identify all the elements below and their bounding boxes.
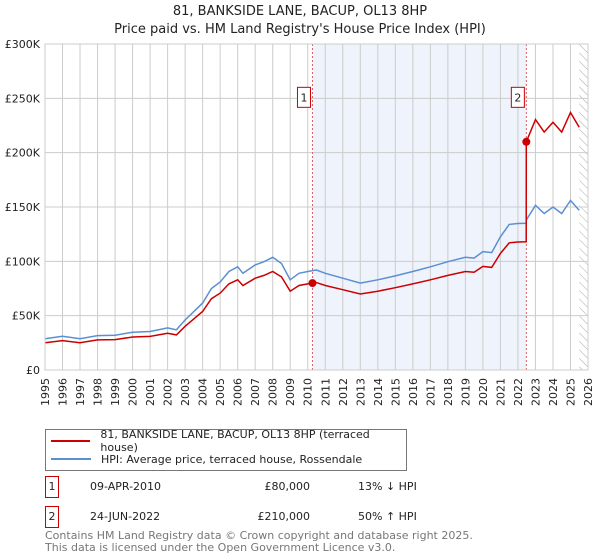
- y-tick-label: £250K: [5, 92, 41, 105]
- x-tick-label: 2019: [459, 378, 472, 406]
- legend-item-property: 81, BANKSIDE LANE, BACUP, OL13 8HP (terr…: [51, 428, 406, 454]
- sale-hpi-delta: 13% ↓ HPI: [358, 480, 417, 493]
- legend-label: HPI: Average price, terraced house, Ross…: [101, 452, 363, 466]
- sale-row-1: 1 09-APR-2010 £80,000 13% ↓ HPI: [45, 476, 545, 498]
- x-tick-label: 2020: [477, 378, 490, 406]
- x-tick-label: 2026: [582, 378, 595, 406]
- plot-border: [44, 43, 589, 371]
- x-tick-label: 2016: [407, 378, 420, 406]
- x-tick-label: 2006: [232, 378, 245, 406]
- sale-badge: 2: [45, 506, 59, 528]
- y-tick-label: £0: [26, 364, 40, 377]
- attribution: Contains HM Land Registry data © Crown c…: [45, 530, 473, 554]
- y-tick-label: £300K: [5, 38, 41, 51]
- sale-hpi-delta: 50% ↑ HPI: [358, 510, 417, 523]
- sale-date: 09-APR-2010: [90, 480, 162, 493]
- x-tick-label: 2018: [442, 378, 455, 406]
- x-tick-label: 2012: [337, 378, 350, 406]
- sale-label: 2: [514, 91, 521, 104]
- x-tick-label: 1997: [74, 378, 87, 406]
- x-tick-label: 2023: [529, 378, 542, 406]
- y-tick-label: £200K: [5, 147, 41, 160]
- x-tick-label: 2013: [354, 378, 367, 406]
- x-tick-label: 2017: [424, 378, 437, 406]
- x-tick-label: 2003: [179, 378, 192, 406]
- y-tick-label: £150K: [5, 201, 41, 214]
- legend-swatch-red: [51, 440, 91, 442]
- sale-label: 1: [300, 91, 307, 104]
- legend-item-hpi: HPI: Average price, terraced house, Ross…: [51, 451, 362, 467]
- sale-date: 24-JUN-2022: [90, 510, 161, 523]
- x-tick-label: 2025: [564, 378, 577, 406]
- sale-point: [308, 279, 317, 288]
- chart-subtitle: Price paid vs. HM Land Registry's House …: [114, 22, 486, 37]
- x-tick-label: 2004: [197, 378, 210, 406]
- attribution-line-2: This data is licensed under the Open Gov…: [45, 541, 396, 554]
- plot-area: 1995 1996 1997 1998 1999 2000 2001 2002 2003 2004…: [5, 38, 595, 406]
- x-tick-label: 1999: [109, 378, 122, 406]
- x-tick-label: 2009: [284, 378, 297, 406]
- x-tick-label: 2011: [319, 378, 332, 406]
- chart-title: 81, BANKSIDE LANE, BACUP, OL13 8HP: [172, 4, 428, 19]
- legend-swatch-blue: [51, 458, 91, 460]
- x-tick-label: 2007: [249, 378, 262, 406]
- x-tick-label: 2022: [512, 378, 525, 406]
- legend-label: 81, BANKSIDE LANE, BACUP, OL13 8HP (terr…: [100, 428, 370, 454]
- x-tick-label: 2014: [372, 378, 385, 406]
- x-tick-label: 1998: [92, 378, 105, 406]
- hpi-line: [44, 199, 580, 340]
- x-tick-label: 2001: [144, 378, 157, 406]
- x-tick-label: 2021: [494, 378, 507, 406]
- sale-label-box: [296, 86, 311, 108]
- sale-badge: 1: [45, 476, 59, 498]
- y-tick-label: £50K: [12, 310, 41, 323]
- x-tick-label: 2010: [302, 378, 315, 406]
- x-tick-label: 2000: [127, 378, 140, 406]
- sale-price: £80,000: [264, 480, 311, 493]
- x-tick-label: 2015: [389, 378, 402, 406]
- x-tick-label: 2002: [162, 378, 175, 406]
- attribution-line-1: Contains HM Land Registry data © Crown c…: [45, 529, 473, 542]
- x-tick-label: 2024: [547, 378, 560, 406]
- sale-label-box: [510, 86, 525, 108]
- x-tick-label: 1996: [57, 378, 70, 406]
- sale-price: £210,000: [257, 510, 311, 523]
- x-tick-label: 1995: [39, 378, 52, 406]
- x-tick-label: 2005: [214, 378, 227, 406]
- x-tick-label: 2008: [267, 378, 280, 406]
- sale-point: [522, 137, 531, 146]
- legend: 81, BANKSIDE LANE, BACUP, OL13 8HP (terr…: [45, 428, 407, 471]
- sale-row-2: 2 24-JUN-2022 £210,000 50% ↑ HPI: [45, 506, 545, 528]
- y-tick-label: £100K: [5, 255, 41, 268]
